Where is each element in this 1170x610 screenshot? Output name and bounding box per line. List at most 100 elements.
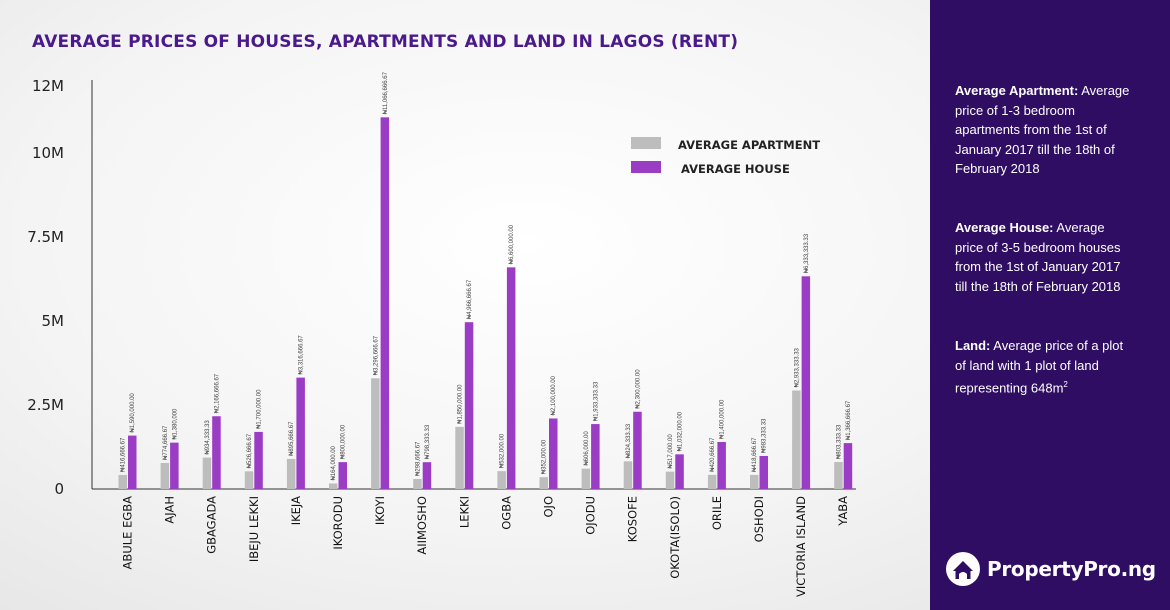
bar-apartment [707,474,717,489]
bar-apartment [623,461,633,489]
data-label-house: ₦6,333,333.33 [804,233,810,273]
bar-house [254,431,263,489]
data-label-apartment: ₦803,333.33 [836,424,842,459]
bar-house [843,443,853,489]
bar-house [422,462,432,489]
legend-label-apartment: AVERAGE APARTMENT [678,138,820,152]
brand-logo: PropertyPro.ng [945,551,1156,587]
y-tick-label: 0 [54,480,64,498]
data-label-house: ₦1,590,000.00 [130,393,136,433]
data-label-house: ₦798,333.33 [425,424,431,459]
bar-house [128,435,137,489]
bar-apartment [834,462,843,489]
bar-house [549,418,558,489]
data-label-apartment: ₦2,933,333.33 [794,347,800,387]
data-label-house: ₦1,366,666.67 [846,400,852,440]
data-labels-group: ₦416,666.67₦1,590,000.00 ₦774,666.67₦1,38… [121,71,852,480]
x-tick-label: AJAH [163,496,177,524]
y-tick-label: 10M [32,144,64,162]
house-text: Average price of 3-5 bedroom houses from… [955,220,1121,294]
bar-apartment [202,457,212,489]
data-label-house: ₦11,066,666.67 [383,71,389,114]
y-tick-label: 12M [32,77,64,95]
data-label-apartment: ₦606,000.00 [584,431,590,466]
x-tick-label: IKORODU [331,496,345,550]
x-tick-label: OJO [542,496,556,518]
y-tick-label: 2.5M [27,396,64,414]
bar-house [633,411,642,489]
x-tick-label: ABULE EGBA [121,496,135,570]
data-label-house: ₦4,966,666.67 [467,279,473,319]
data-label-apartment: ₦934,333.33 [205,420,211,455]
data-label-apartment: ₦3,296,666.67 [373,335,379,375]
data-label-house: ₦6,600,000.00 [509,224,515,264]
x-tick-label: IKOYI [373,496,387,525]
bar-apartment [665,471,675,489]
bar-apartment [118,475,127,489]
apartment-description: Average Apartment: Average price of 1-3 … [955,81,1130,179]
bar-chart: 0 2.5M 5M 7.5M 10M 12M ₦416,666.67₦1,590,000.… [27,71,856,597]
data-label-apartment: ₦164,000.00 [331,445,337,480]
land-superscript: 2 [1063,380,1068,389]
x-tick-label: ORILE [710,496,724,530]
bar-house [717,441,726,489]
y-axis-ticks: 0 2.5M 5M 7.5M 10M 12M [27,77,64,498]
bar-house [591,424,600,489]
bar-apartment [750,474,759,489]
x-tick-label: AIIMOSHO [415,496,429,555]
bar-house [338,462,347,489]
data-label-apartment: ₦517,000.00 [668,434,674,469]
brand-name: PropertyPro.ng [987,557,1156,581]
bar-apartment [244,471,254,489]
bar-house [170,442,179,489]
bar-apartment [160,462,170,489]
data-label-apartment: ₦774,666.67 [163,425,169,460]
data-label-apartment: ₦1,850,000.00 [458,384,464,424]
x-tick-label: LEKKI [457,496,471,528]
data-label-house: ₦800,000.00 [341,424,347,459]
data-label-house: ₦1,700,000.00 [257,389,263,429]
bar-apartment [371,378,380,489]
x-tick-label: OSHODI [752,496,766,542]
data-label-house: ₦2,166,666.67 [214,373,220,413]
data-label-apartment: ₦298,666.67 [415,441,421,476]
bar-apartment [329,483,338,489]
land-description: Land: Average price of a plot of land wi… [955,336,1130,398]
bar-house [296,377,305,489]
x-tick-label: IKEJA [289,496,303,525]
land-text: Average price of a plot of land with 1 p… [955,338,1124,396]
data-label-house: ₦3,316,666.67 [299,335,305,375]
bar-house [801,276,811,489]
bar-house [380,117,390,489]
data-label-house: ₦2,100,000.00 [551,375,557,415]
x-tick-label: OGBA [499,496,513,530]
chart-title: AVERAGE PRICES OF HOUSES, APARTMENTS AND… [32,32,739,52]
bar-apartment [455,426,464,489]
bar-house [212,416,221,489]
data-label-apartment: ₦895,666.67 [289,421,295,456]
x-tick-label: KOSOFE [626,496,640,542]
bar-apartment [539,477,548,489]
land-heading: Land: [955,338,991,353]
data-label-house: ₦1,933,333.33 [593,381,599,421]
bar-apartment [286,458,296,489]
bar-house [675,454,684,489]
x-axis-ticks: ABULE EGBA AJAH GBAGADA IBEJU LEKKI IKEJA IKO… [121,496,851,597]
data-label-house: ₦2,300,000.00 [635,369,641,409]
x-tick-label: GBAGADA [205,496,219,554]
data-label-apartment: ₦824,333.33 [626,423,632,458]
bar-house [464,322,474,489]
x-tick-label: OJODU [584,496,598,535]
data-label-house: ₦983,333.33 [762,418,768,453]
x-tick-label: YABA [836,496,850,527]
data-label-apartment: ₦526,666.67 [247,433,253,468]
bar-apartment [497,471,506,489]
house-heading: Average House: [955,220,1054,235]
x-tick-label: OKOTA(ISOLO) [668,496,682,579]
bar-apartment [792,390,801,489]
x-tick-label: IBEJU LEKKI [247,496,261,562]
bar-house [506,267,516,489]
data-label-house: ₦1,380,000 [172,408,178,440]
data-label-house: ₦1,400,000.00 [720,399,726,439]
data-label-apartment: ₦420,666.67 [710,437,716,472]
